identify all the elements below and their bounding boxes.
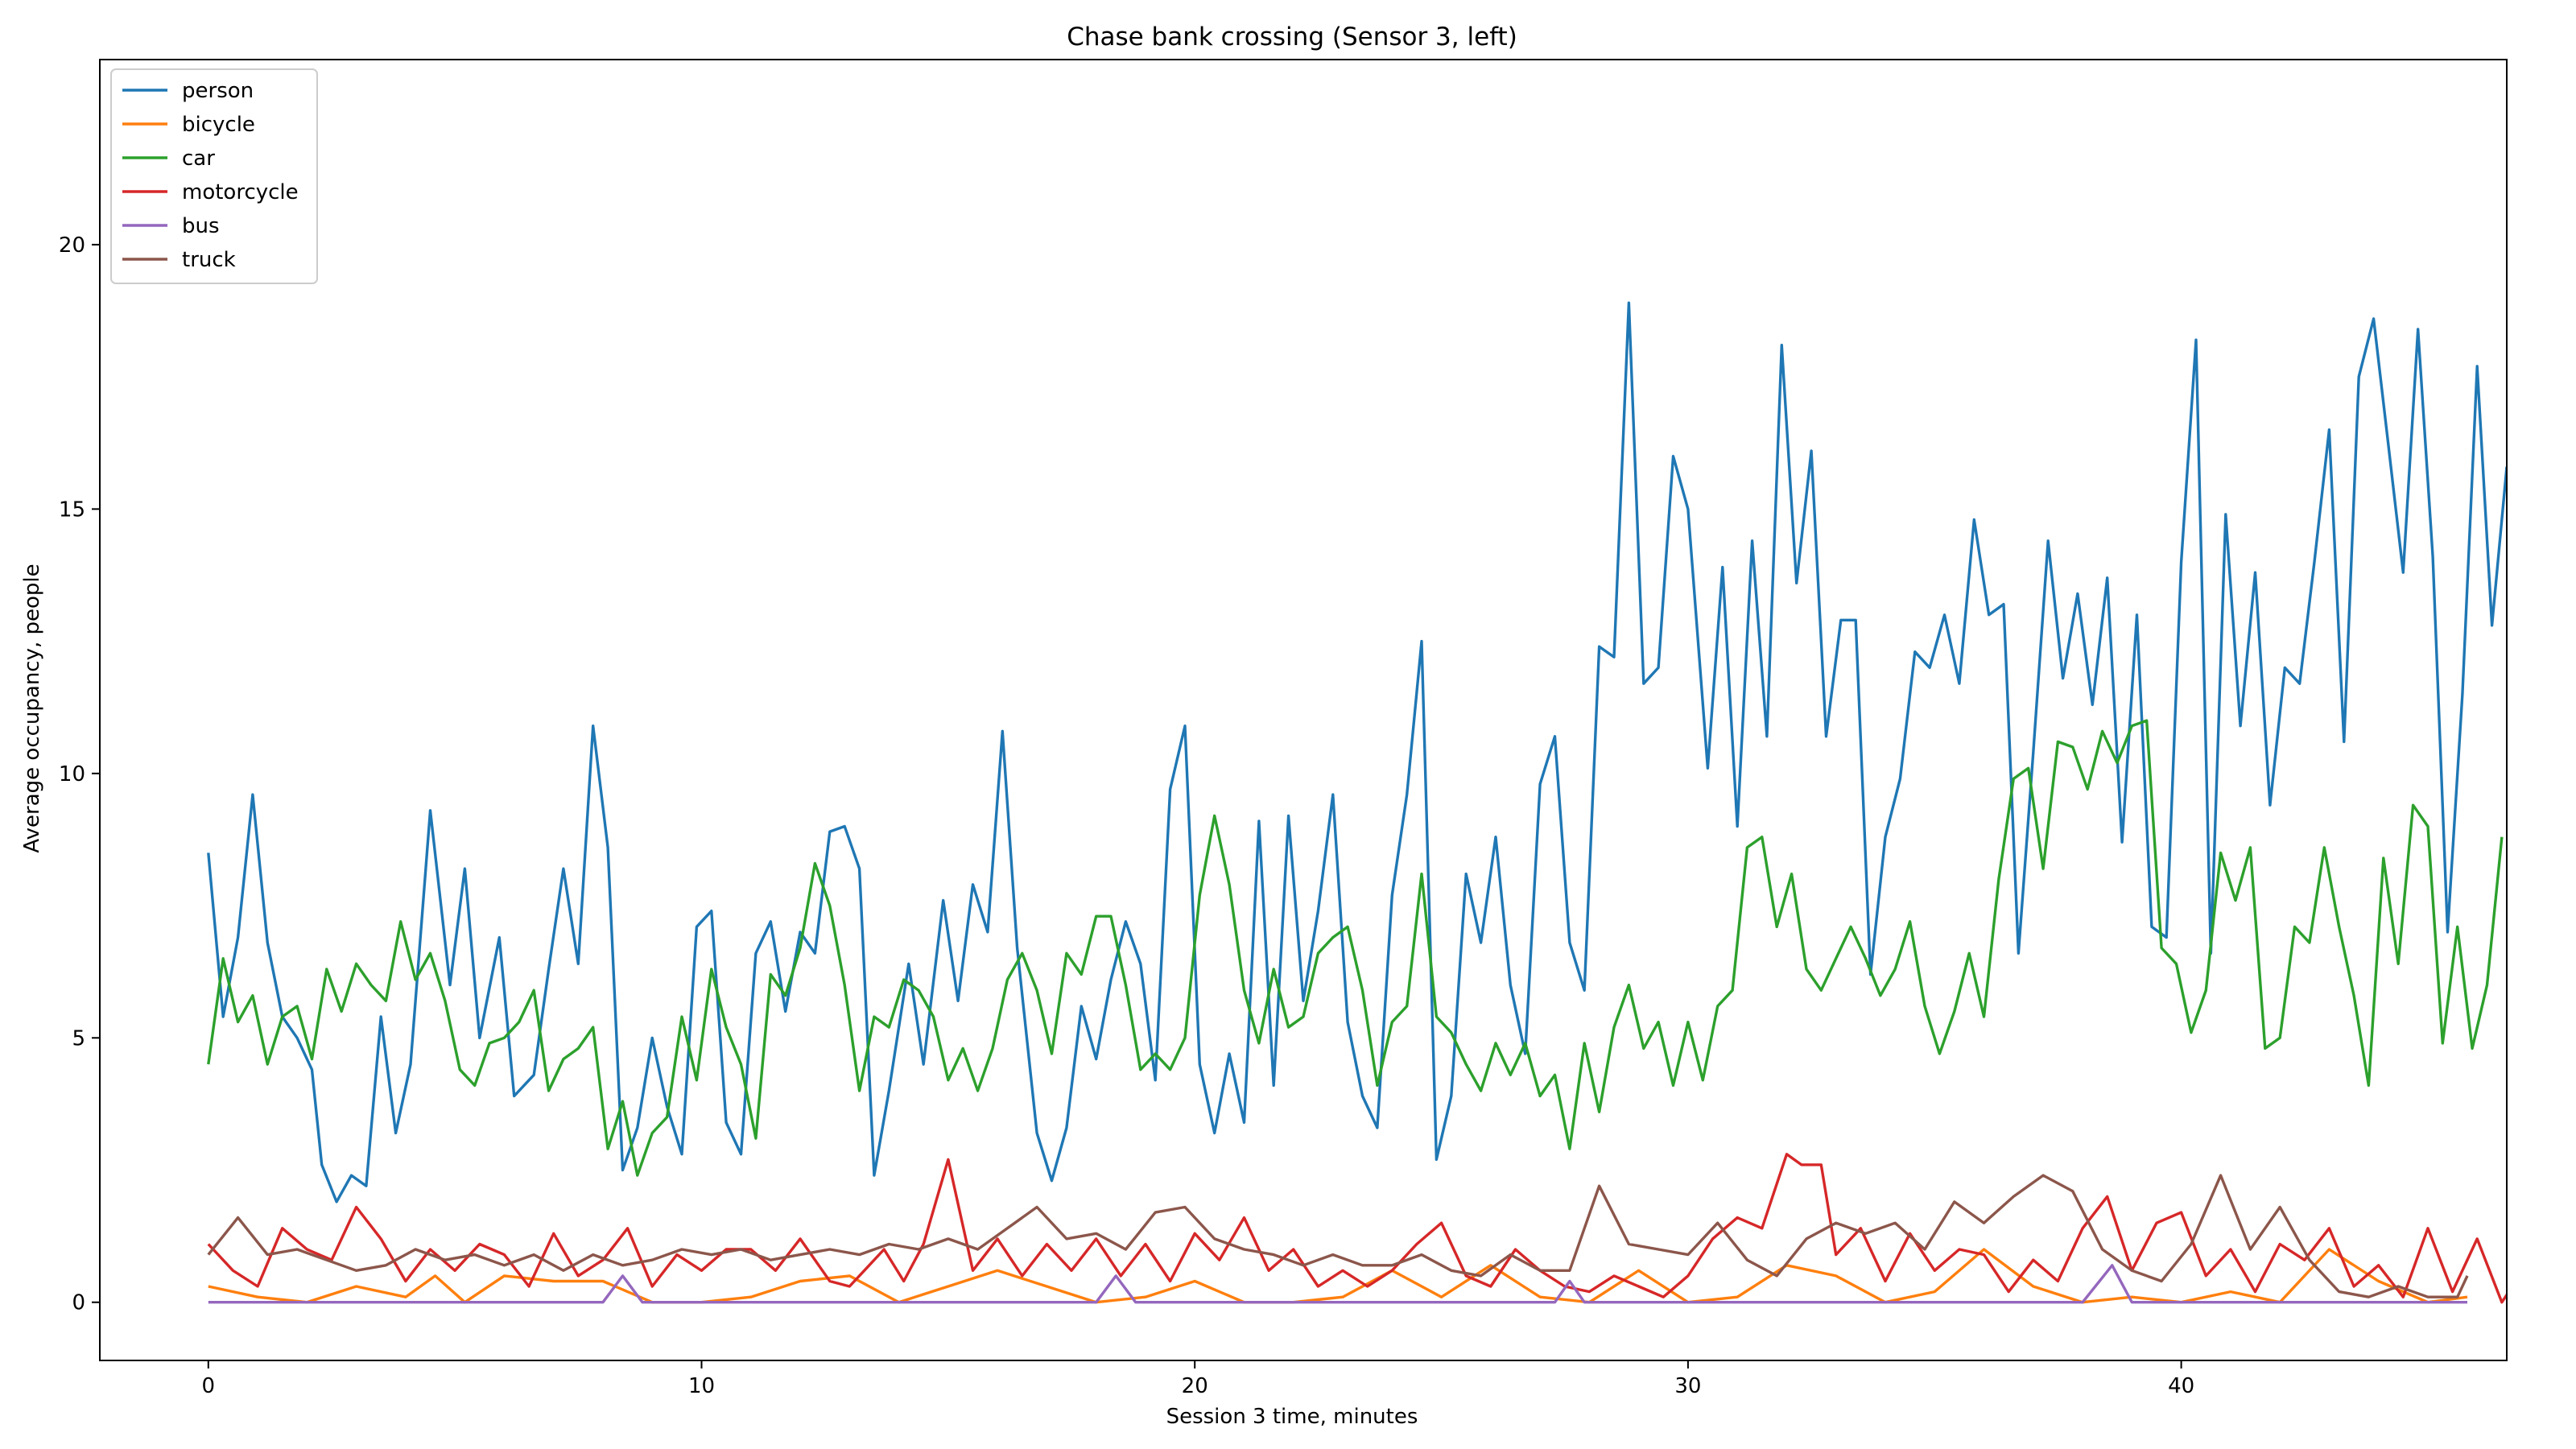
plot-frame (99, 59, 2508, 1361)
y-tick-label: 5 (72, 1026, 85, 1051)
y-tick-label: 15 (59, 497, 85, 522)
legend-label-motorcycle: motorcycle (182, 180, 299, 204)
legend-label-bus: bus (182, 214, 220, 238)
legend-label-bicycle: bicycle (182, 113, 255, 137)
x-tick-label: 10 (688, 1374, 715, 1398)
legend-label-person: person (182, 79, 254, 103)
x-axis: 0 10 20 30 40 (202, 1360, 2194, 1398)
y-axis-label: Average occupancy, people (20, 564, 44, 852)
y-tick-label: 20 (59, 233, 85, 258)
x-tick-label: 20 (1182, 1374, 1208, 1398)
x-axis-label: Session 3 time, minutes (1166, 1405, 1418, 1429)
x-tick-label: 30 (1674, 1374, 1701, 1398)
series-line-bus (208, 1264, 2467, 1304)
legend-label-car: car (182, 147, 215, 171)
plot-area (207, 301, 2507, 1304)
legend-label-truck: truck (182, 248, 236, 272)
series-line-motorcycle (207, 1153, 2507, 1304)
series-line-car (207, 719, 2504, 1177)
series-line-person (207, 301, 2507, 1203)
y-axis: 0 5 10 15 20 (59, 233, 100, 1315)
chart-title: Chase bank crossing (Sensor 3, left) (1067, 23, 1517, 52)
y-tick-label: 0 (72, 1291, 85, 1315)
x-tick-label: 40 (2168, 1374, 2194, 1398)
y-tick-label: 10 (59, 762, 85, 786)
x-tick-label: 0 (202, 1374, 216, 1398)
legend: person bicycle car motorcycle bus truck (110, 68, 318, 284)
series-line-bicycle (208, 1248, 2468, 1304)
series-line-truck (207, 1174, 2469, 1298)
